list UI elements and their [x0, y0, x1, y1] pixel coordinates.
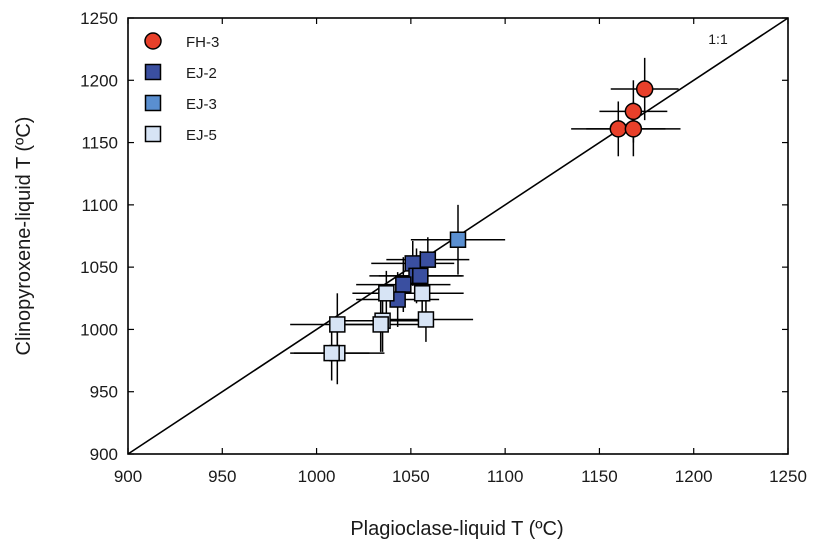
- point-ej-3: [449, 231, 467, 248]
- point-fh-3: [624, 120, 643, 138]
- x-tick-label: 1200: [675, 467, 713, 486]
- legend-label-ej-2: EJ-2: [186, 65, 217, 82]
- point-ej-5: [413, 285, 431, 302]
- legend-marker-ej-3: [144, 94, 162, 112]
- point-fh-3: [635, 80, 654, 98]
- point-ej-5: [329, 316, 346, 333]
- x-tick-label: 1150: [581, 467, 618, 486]
- y-tick-label: 1200: [80, 71, 118, 90]
- legend-marker-ej-2: [144, 63, 162, 81]
- point-ej-5: [417, 311, 435, 328]
- legend-marker-ej-5: [144, 125, 162, 143]
- point-fh-3: [624, 102, 643, 121]
- y-axis-title: Clinopyroxene-liquid T (ºC): [13, 117, 35, 356]
- plot-layer: [127, 17, 789, 455]
- y-tick-label: 1150: [81, 134, 118, 153]
- point-ej-5: [378, 285, 395, 302]
- y-tick-label: 950: [90, 383, 118, 402]
- x-tick-label: 950: [208, 467, 236, 486]
- point-ej-2: [395, 276, 412, 293]
- reference-line-label: 1:1: [708, 31, 728, 47]
- x-axis-title: Plagioclase-liquid T (ºC): [350, 518, 563, 540]
- x-tick-label: 1100: [487, 467, 524, 486]
- legend-marker-fh-3: [144, 32, 162, 50]
- y-tick-label: 900: [90, 445, 118, 464]
- legend-label-fh-3: FH-3: [186, 34, 219, 51]
- point-ej-5: [372, 316, 389, 333]
- plot-frame: [127, 17, 789, 455]
- x-tick-label: 1250: [769, 467, 807, 486]
- x-tick-label: 1050: [392, 467, 430, 486]
- x-tick-label: 1000: [298, 467, 336, 486]
- legend-label-ej-3: EJ-3: [186, 96, 217, 113]
- y-tick-label: 1250: [80, 9, 118, 28]
- x-tick-label: 900: [114, 467, 142, 486]
- legend: FH-3 EJ-2 EJ-3 EJ-5: [144, 32, 219, 144]
- y-tick-label: 1000: [80, 320, 118, 339]
- axes-layer: 900 950 1000 1050 1100 1150 1200 1250 900 950 1000…: [80, 9, 807, 486]
- legend-label-ej-5: EJ-5: [186, 127, 217, 144]
- y-tick-label: 1100: [81, 196, 118, 215]
- point-ej-5: [323, 344, 340, 362]
- point-ej-2: [412, 267, 429, 285]
- point-fh-3: [609, 120, 628, 138]
- point-ej-2: [419, 251, 437, 268]
- y-tick-label: 1050: [80, 258, 118, 277]
